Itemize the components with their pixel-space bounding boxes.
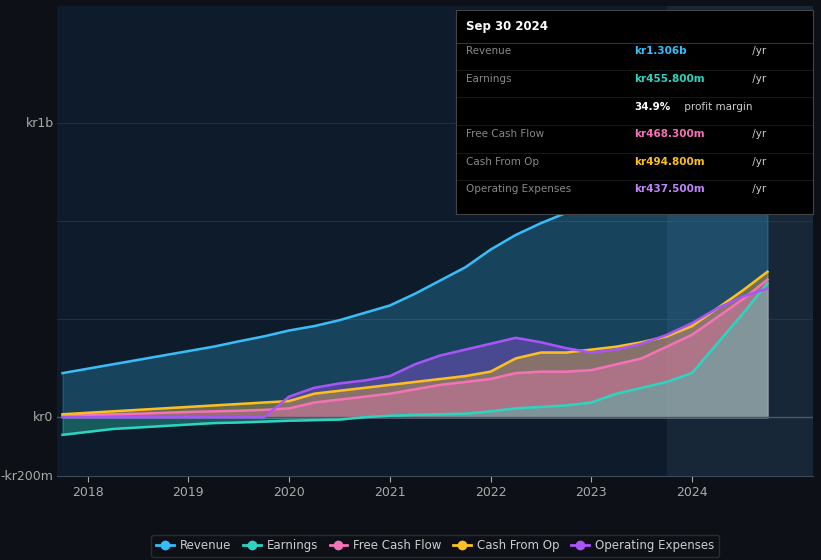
Text: Free Cash Flow: Free Cash Flow xyxy=(466,129,544,139)
Text: Cash From Op: Cash From Op xyxy=(466,157,539,167)
Text: /yr: /yr xyxy=(749,129,766,139)
Text: /yr: /yr xyxy=(749,184,766,194)
Text: /yr: /yr xyxy=(749,74,766,84)
Text: /yr: /yr xyxy=(749,46,766,57)
Text: kr437.500m: kr437.500m xyxy=(635,184,705,194)
Text: kr455.800m: kr455.800m xyxy=(635,74,705,84)
Text: 34.9%: 34.9% xyxy=(635,101,671,111)
Text: -kr200m: -kr200m xyxy=(1,469,53,483)
Text: kr1.306b: kr1.306b xyxy=(635,46,687,57)
Bar xyxy=(667,6,813,476)
Text: kr494.800m: kr494.800m xyxy=(635,157,705,167)
Text: kr0: kr0 xyxy=(34,410,53,424)
Text: Earnings: Earnings xyxy=(466,74,511,84)
Legend: Revenue, Earnings, Free Cash Flow, Cash From Op, Operating Expenses: Revenue, Earnings, Free Cash Flow, Cash … xyxy=(151,535,719,557)
Text: kr468.300m: kr468.300m xyxy=(635,129,705,139)
Text: profit margin: profit margin xyxy=(681,101,752,111)
Text: Revenue: Revenue xyxy=(466,46,511,57)
Text: kr1b: kr1b xyxy=(25,116,53,130)
Text: /yr: /yr xyxy=(749,157,766,167)
Text: Sep 30 2024: Sep 30 2024 xyxy=(466,20,548,32)
Text: Operating Expenses: Operating Expenses xyxy=(466,184,571,194)
